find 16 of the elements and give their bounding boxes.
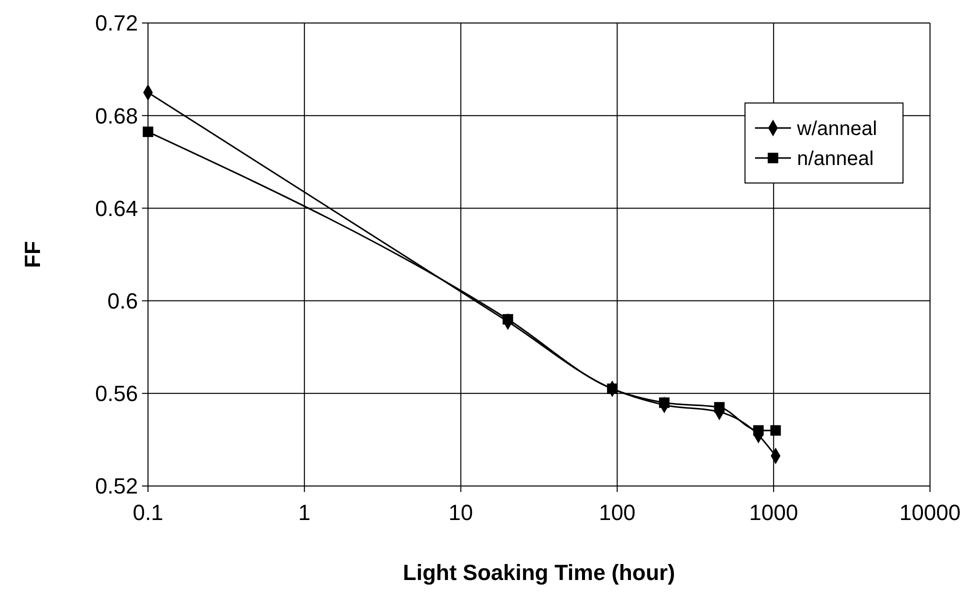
legend-label: n/anneal bbox=[797, 148, 874, 170]
x-tick-label: 0.1 bbox=[132, 500, 164, 525]
y-tick-label: 0.68 bbox=[95, 103, 138, 128]
x-tick-label: 10000 bbox=[899, 500, 961, 525]
y-tick-label: 0.64 bbox=[95, 196, 138, 221]
x-tick-label: 10 bbox=[448, 500, 474, 525]
x-axis-title: Light Soaking Time (hour) bbox=[402, 560, 676, 585]
y-tick-label: 0.56 bbox=[95, 381, 138, 406]
x-tick-label: 1000 bbox=[749, 500, 798, 525]
x-tick-label: 100 bbox=[598, 500, 636, 525]
y-tick-label: 0.52 bbox=[95, 474, 138, 499]
x-tick-label: 1 bbox=[298, 500, 311, 525]
legend-label: w/anneal bbox=[796, 118, 878, 140]
y-axis-title: FF bbox=[20, 241, 45, 268]
y-tick-label: 0.72 bbox=[95, 10, 138, 36]
y-tick-label: 0.6 bbox=[107, 288, 138, 314]
